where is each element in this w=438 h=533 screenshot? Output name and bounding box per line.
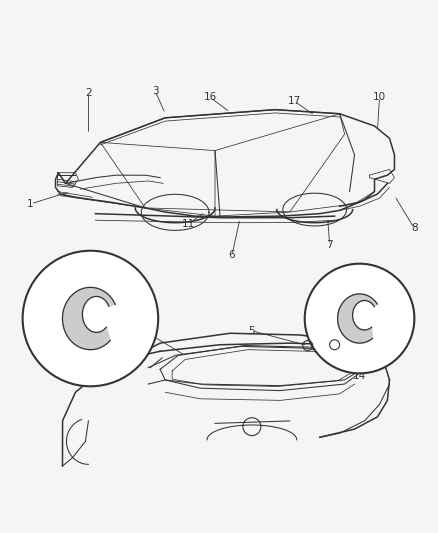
Text: 11: 11	[181, 219, 195, 229]
Text: 2: 2	[85, 88, 92, 98]
Polygon shape	[338, 294, 377, 343]
Text: 4: 4	[145, 328, 152, 338]
Text: 16: 16	[203, 92, 217, 102]
Circle shape	[23, 251, 158, 386]
Circle shape	[305, 264, 414, 373]
Polygon shape	[63, 287, 115, 350]
Text: 6: 6	[229, 251, 235, 261]
Text: 12: 12	[84, 371, 97, 381]
Text: 3: 3	[152, 86, 159, 96]
Text: 7: 7	[326, 240, 333, 250]
Text: 8: 8	[411, 223, 418, 233]
Text: 5: 5	[249, 326, 255, 336]
Text: 1: 1	[27, 199, 34, 209]
Text: 1: 1	[304, 328, 311, 338]
Text: 17: 17	[288, 96, 301, 107]
Text: 14: 14	[353, 371, 366, 381]
Text: 10: 10	[373, 92, 386, 102]
